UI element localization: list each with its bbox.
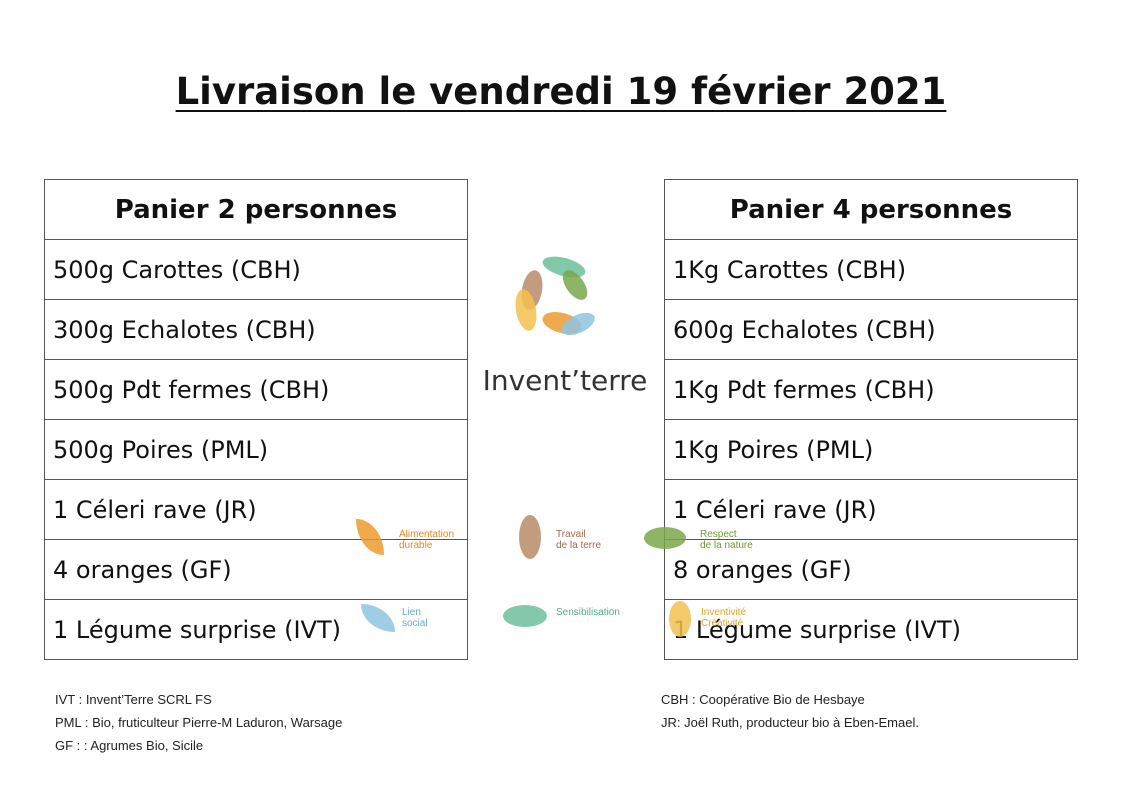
basket-4-item: 1Kg Poires (PML) [664, 419, 1078, 480]
legend-item: CBH : Coopérative Bio de Hesbaye [661, 692, 865, 707]
page-title: Livraison le vendredi 19 février 2021 [175, 70, 947, 113]
basket-2-item: 1 Céleri rave (JR) [44, 479, 468, 540]
legend-item: JR: Joël Ruth, producteur bio à Eben-Ema… [661, 715, 919, 730]
basket-2-item: 500g Poires (PML) [44, 419, 468, 480]
legend-item: IVT : Invent’Terre SCRL FS [55, 692, 212, 707]
value-travail: Travail de la terre [556, 529, 602, 551]
value-inventivite: Inventivité Créativité [701, 607, 747, 629]
value-lien: Lien social [402, 607, 428, 629]
basket-2-item: 500g Pdt fermes (CBH) [44, 359, 468, 420]
basket-2-item: 500g Carottes (CBH) [44, 239, 468, 300]
logo-name: Invent’terre [482, 364, 648, 397]
value-sensibilisation: Sensibilisation [556, 607, 620, 618]
inventterre-logo-icon [515, 256, 595, 336]
basket-2-header: Panier 2 personnes [44, 179, 468, 240]
basket-4-table: Panier 4 personnes 1Kg Carottes (CBH) 60… [664, 179, 1078, 660]
leaf-yellow-icon [669, 601, 691, 637]
leaf-teal-icon [503, 605, 547, 627]
basket-2-item: 4 oranges (GF) [44, 539, 468, 600]
basket-2-item: 1 Légume surprise (IVT) [44, 599, 468, 660]
legend-item: GF : : Agrumes Bio, Sicile [55, 738, 204, 753]
basket-4-item: 1 Légume surprise (IVT) [664, 599, 1078, 660]
legend-left: IVT : Invent’Terre SCRL FS PML : Bio, fr… [55, 688, 342, 757]
legend-right: CBH : Coopérative Bio de Hesbaye JR: Joë… [661, 688, 919, 734]
legend-item: PML : Bio, fruticulteur Pierre-M Laduron… [55, 715, 343, 730]
value-respect: Respect de la nature [700, 529, 753, 551]
basket-4-item: 1Kg Pdt fermes (CBH) [664, 359, 1078, 420]
basket-4-item: 600g Echalotes (CBH) [664, 299, 1078, 360]
basket-4-header: Panier 4 personnes [664, 179, 1078, 240]
basket-2-item: 300g Echalotes (CBH) [44, 299, 468, 360]
basket-2-table: Panier 2 personnes 500g Carottes (CBH) 3… [44, 179, 468, 660]
leaf-green-icon [644, 527, 686, 549]
leaf-brown-icon [519, 515, 541, 559]
basket-4-item: 1Kg Carottes (CBH) [664, 239, 1078, 300]
value-alimentation: Alimentation durable [399, 529, 455, 551]
